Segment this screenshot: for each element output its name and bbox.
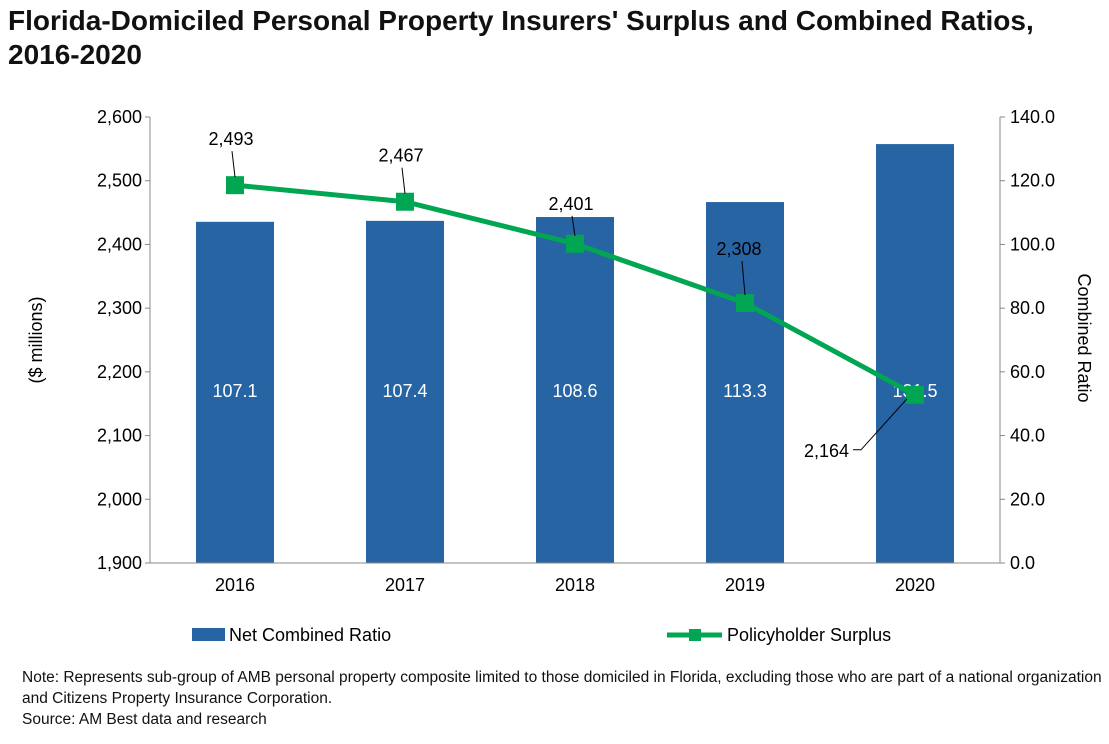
surplus-label: 2,164 (804, 441, 849, 461)
bar-label: 113.3 (723, 381, 767, 401)
y-tick-label: 2,500 (97, 171, 142, 191)
y-tick-label: 2,000 (97, 489, 142, 509)
bar-2020 (876, 144, 954, 564)
leader-line (741, 261, 746, 296)
surplus-marker-2017 (396, 192, 414, 211)
legend-line-label: Policyholder Surplus (727, 625, 891, 645)
note-text: Note: Represents sub-group of AMB person… (22, 669, 1102, 707)
bar-2017 (366, 220, 444, 563)
x-tick-label: 2018 (555, 575, 595, 595)
y2-tick-label: 100.0 (1010, 234, 1055, 254)
surplus-marker-2016 (226, 176, 244, 195)
surplus-marker-2019 (736, 294, 754, 313)
y2-tick-label: 20.0 (1010, 489, 1045, 509)
leader-line (401, 167, 406, 194)
bar-label: 107.1 (212, 381, 257, 401)
y-tick-label: 2,400 (97, 234, 142, 254)
y-tick-label: 2,600 (97, 107, 142, 127)
bar-label: 108.6 (552, 381, 597, 401)
chart-title: Florida-Domiciled Personal Property Insu… (8, 5, 1034, 70)
surplus-marker-2018 (566, 234, 584, 253)
surplus-label: 2,493 (208, 129, 253, 149)
y-tick-label: 2,100 (97, 426, 142, 446)
legend-bar-swatch (192, 628, 225, 641)
surplus-label: 2,467 (378, 146, 423, 166)
y2-tick-label: 40.0 (1010, 426, 1045, 446)
bar-2016 (196, 221, 274, 563)
y-axis-label: ($ millions) (26, 296, 46, 383)
leader-line (853, 398, 908, 451)
x-tick-label: 2017 (385, 575, 425, 595)
leader-line (571, 215, 576, 236)
legend-line-marker (689, 629, 701, 641)
y2-tick-label: 140.0 (1010, 107, 1055, 127)
y-tick-label: 2,300 (97, 298, 142, 318)
y-tick-label: 2,200 (97, 362, 142, 382)
surplus-label: 2,308 (716, 239, 761, 259)
source-text: Source: AM Best data and research (22, 711, 267, 728)
bar-2019 (706, 202, 784, 563)
y2-axis-label: Combined Ratio (1074, 273, 1094, 402)
y2-tick-label: 0.0 (1010, 553, 1035, 573)
chart-note: Note: Represents sub-group of AMB person… (22, 667, 1102, 730)
y2-tick-label: 120.0 (1010, 171, 1055, 191)
y2-tick-label: 80.0 (1010, 298, 1045, 318)
surplus-label: 2,401 (548, 194, 593, 214)
x-tick-label: 2019 (725, 575, 765, 595)
y-tick-label: 1,900 (97, 553, 142, 573)
surplus-marker-2020 (906, 385, 924, 404)
x-tick-label: 2016 (215, 575, 255, 595)
y2-tick-label: 60.0 (1010, 362, 1045, 382)
bar-label: 107.4 (382, 381, 427, 401)
bar-2018 (536, 217, 614, 563)
x-tick-label: 2020 (895, 575, 935, 595)
leader-line (231, 151, 236, 178)
legend-bar-label: Net Combined Ratio (229, 625, 391, 645)
